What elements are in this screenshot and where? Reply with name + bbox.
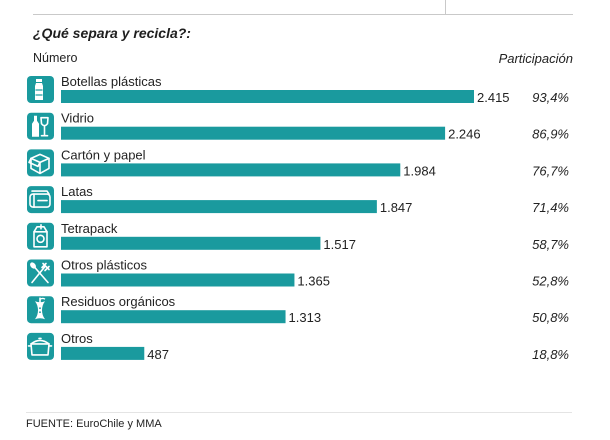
category-label: Cartón y papel (61, 147, 146, 162)
column-header-number: Número (33, 51, 78, 65)
bar (61, 126, 446, 140)
bar (61, 200, 377, 214)
share-label: 50,8% (532, 310, 569, 325)
share-label: 71,4% (532, 200, 569, 215)
category-label: Vidrio (61, 111, 94, 126)
bar (61, 163, 401, 177)
bar (61, 346, 145, 360)
bar (61, 273, 295, 287)
value-label: 1.517 (323, 237, 356, 252)
share-label: 58,7% (532, 237, 569, 252)
value-label: 1.365 (297, 274, 330, 289)
value-label: 1.313 (289, 310, 322, 325)
bottom-rule (26, 412, 572, 413)
glass-bottle-icon (27, 112, 54, 140)
category-label: Botellas plásticas (61, 74, 162, 89)
share-label: 52,8% (532, 274, 569, 289)
value-label: 1.984 (403, 163, 436, 178)
bar (61, 310, 286, 324)
top-rule (33, 14, 573, 15)
column-header-share: Participación (498, 51, 573, 66)
chart-title: ¿Qué separa y recicla?: (33, 25, 191, 41)
category-label: Residuos orgánicos (61, 294, 176, 309)
category-label: Tetrapack (61, 221, 118, 236)
value-label: 1.847 (380, 200, 413, 215)
value-label: 2.415 (477, 90, 510, 105)
category-label: Otros plásticos (61, 258, 147, 273)
bar (61, 90, 474, 103)
category-label: Latas (61, 184, 93, 199)
bottle-icon (27, 76, 54, 103)
can-icon (27, 186, 54, 214)
category-label: Otros (61, 331, 93, 346)
share-label: 93,4% (532, 90, 569, 105)
cutlery-icon (27, 259, 54, 287)
top-tick (445, 0, 446, 14)
source-note: FUENTE: EuroChile y MMA (26, 418, 162, 430)
share-label: 18,8% (532, 347, 569, 362)
apple-core-icon (27, 296, 54, 324)
bar (61, 236, 321, 250)
pot-icon (27, 332, 54, 360)
cardboard-box-icon (27, 149, 54, 177)
share-label: 86,9% (532, 127, 569, 142)
share-label: 76,7% (532, 163, 569, 178)
value-label: 487 (147, 347, 169, 362)
tetrapack-icon (27, 222, 54, 250)
value-label: 2.246 (448, 127, 481, 142)
